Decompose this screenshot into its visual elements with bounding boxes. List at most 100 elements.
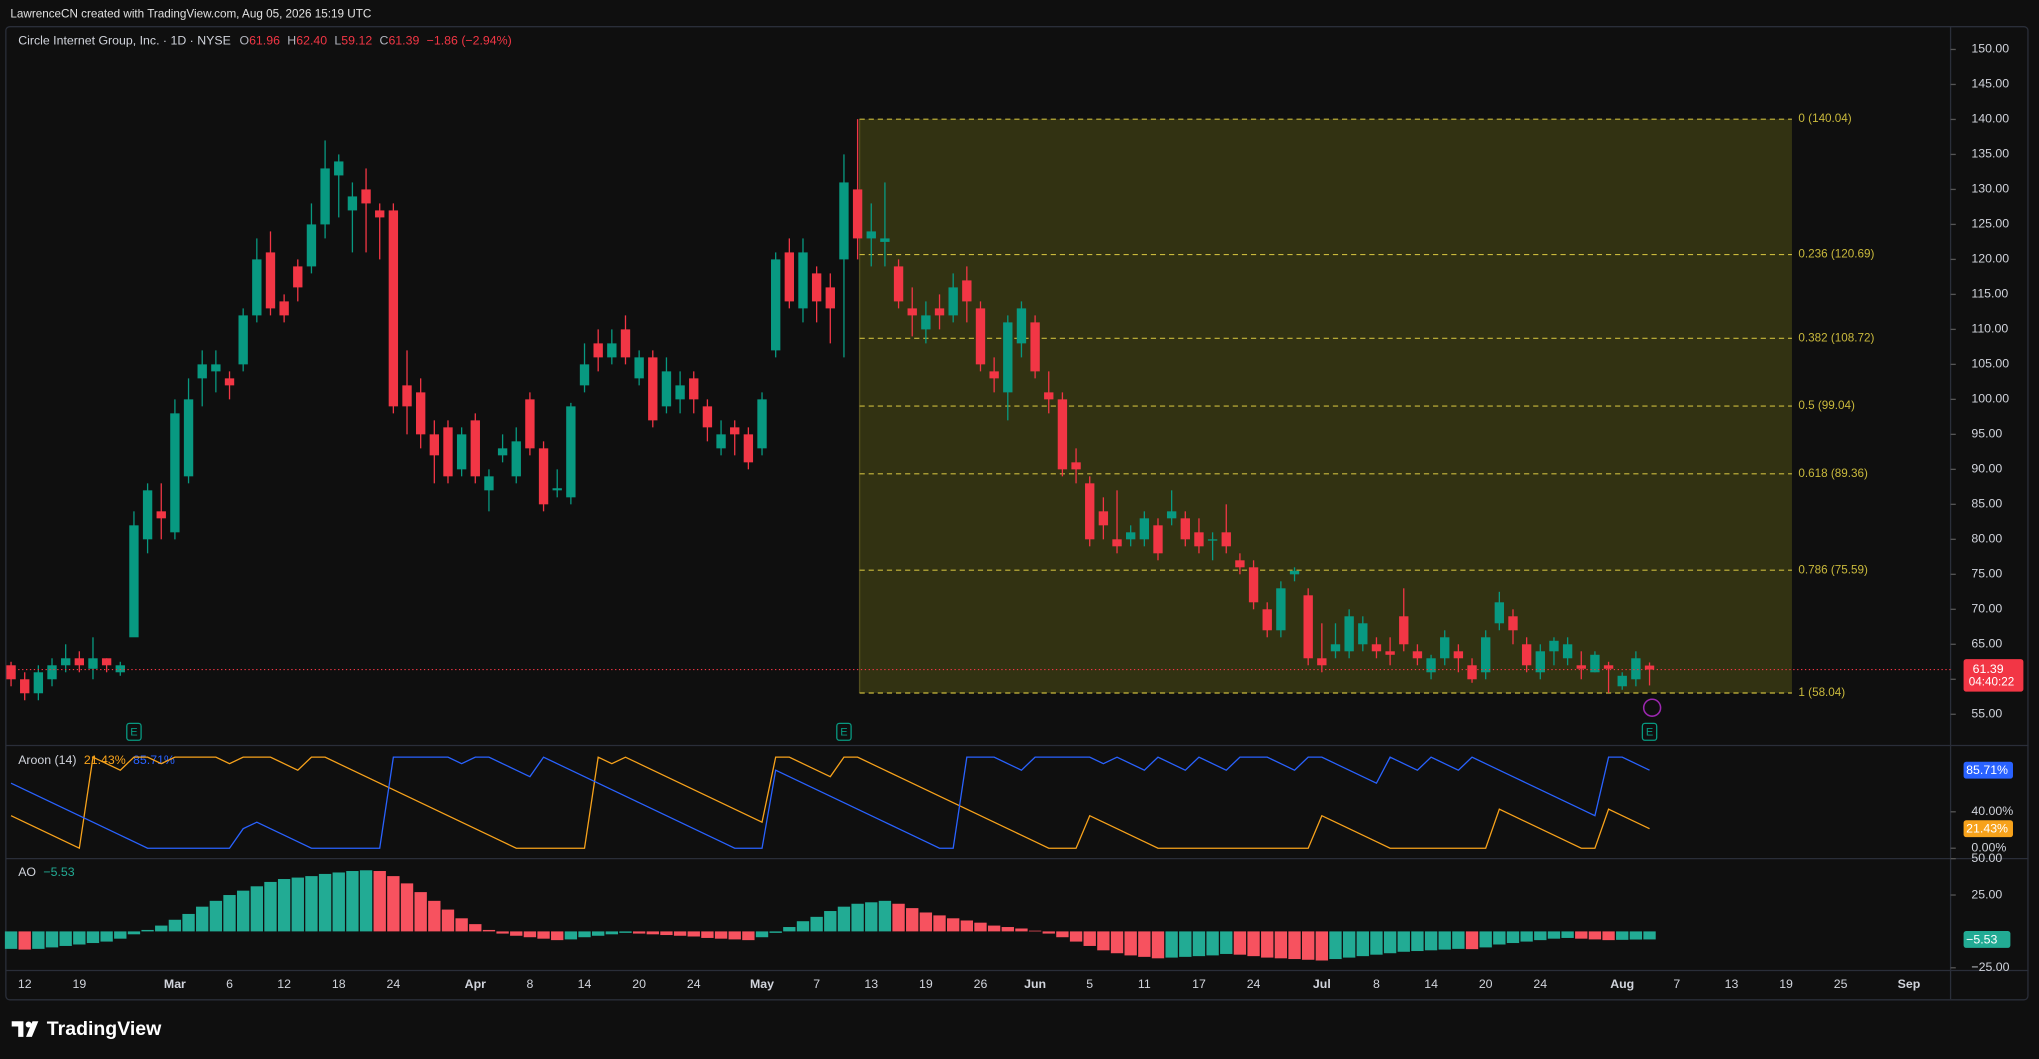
x-tick-label: 5 <box>1086 977 1093 991</box>
candle-body <box>1044 392 1054 400</box>
candle-body <box>347 196 358 211</box>
ao-bar <box>810 916 823 932</box>
candle-body <box>1317 658 1327 666</box>
y-tick-label: 75.00 <box>1971 567 2002 581</box>
ao-bar <box>18 931 31 950</box>
candle-body <box>1494 602 1505 624</box>
candle-body <box>880 238 890 242</box>
ao-bar <box>1069 931 1083 942</box>
y-tick-label: 90.00 <box>1971 462 2002 476</box>
logo-icon <box>25 1021 32 1028</box>
aroon-up-value: 21.43% <box>84 753 126 767</box>
ao-bar <box>714 931 728 939</box>
ao-bar <box>1383 931 1397 954</box>
ao-bar <box>1506 931 1520 944</box>
x-tick-label: Jul <box>1313 977 1331 991</box>
ao-bar <box>469 924 482 932</box>
candle-body <box>1248 567 1259 603</box>
x-tick-label: 24 <box>1533 977 1547 991</box>
fib-label: 1 (58.04) <box>1798 686 1845 699</box>
candle-body <box>1467 665 1477 680</box>
ao-bar <box>1315 931 1329 961</box>
ao-bar <box>660 931 673 936</box>
ao-bar <box>127 931 141 935</box>
legend-line: Circle Internet Group, Inc. · 1D · NYSE … <box>18 34 512 48</box>
ao-bar <box>1547 931 1561 939</box>
ao-bar <box>865 902 878 932</box>
candle-body <box>743 434 754 463</box>
candle-body <box>1126 532 1136 540</box>
ao-bar <box>441 909 455 932</box>
earnings-marker-bg <box>836 722 852 741</box>
ao-bar <box>100 931 113 942</box>
candle-body <box>538 448 549 505</box>
ao-tag-bg <box>1963 930 2011 948</box>
earnings-marker-bg <box>1641 722 1658 741</box>
ao-bar <box>673 931 687 936</box>
candle-body <box>375 210 385 218</box>
ao-bar <box>45 931 59 948</box>
candle-body <box>88 658 98 669</box>
candle-body <box>306 224 317 267</box>
x-tick-label: 18 <box>332 977 346 991</box>
ao-bar <box>346 871 359 932</box>
ao-bar <box>1042 931 1055 934</box>
ao-bar <box>4 931 18 949</box>
ao-bar <box>1479 931 1492 948</box>
ao-bar <box>168 919 182 932</box>
x-tick-label: 20 <box>1479 977 1493 991</box>
candle-body <box>1057 399 1068 470</box>
x-tick-label: 19 <box>72 977 86 991</box>
x-tick-label: 25 <box>1834 977 1848 991</box>
candle-body <box>784 252 795 302</box>
ao-bar <box>32 931 45 949</box>
candle-body <box>156 511 166 519</box>
ao-bar <box>987 925 1001 932</box>
ao-bar <box>1370 931 1383 955</box>
ao-bar <box>974 922 987 932</box>
candle-body <box>293 266 303 288</box>
ao-bar <box>1151 931 1165 959</box>
candle-body <box>1180 518 1190 540</box>
candle-body <box>279 301 289 316</box>
ao-bar <box>851 903 864 932</box>
ao-bar <box>1575 931 1588 939</box>
ao-bar <box>1192 931 1206 957</box>
candle-body <box>1508 616 1518 631</box>
ao-bar <box>619 931 632 933</box>
candle-body <box>1385 651 1395 655</box>
candle-body <box>866 231 876 239</box>
y-tick-label: 105.00 <box>1971 357 2009 371</box>
legend-key: O <box>239 34 249 48</box>
candle-body <box>1289 570 1300 575</box>
candle-body <box>1549 640 1559 652</box>
candle-body <box>74 658 85 666</box>
ao-bar <box>236 890 250 932</box>
aroon-legend: Aroon (14) 21.43% 85.71% <box>18 753 175 767</box>
candle-body <box>1644 665 1655 670</box>
ao-bar <box>1629 931 1643 940</box>
candle-body <box>511 441 521 477</box>
candle-body <box>975 308 986 365</box>
candle-body <box>1194 532 1204 547</box>
ao-bar <box>482 929 496 932</box>
ao-bar <box>1083 931 1096 946</box>
ao-bar <box>373 871 386 932</box>
x-tick-label: 24 <box>387 977 401 991</box>
ao-bar <box>1397 931 1410 952</box>
candle-body <box>1562 644 1573 659</box>
candle-body <box>1262 609 1272 631</box>
candle-body <box>484 476 494 491</box>
x-tick-label: 13 <box>1725 977 1739 991</box>
x-tick-label: 14 <box>1424 977 1438 991</box>
ao-bar <box>1520 931 1533 942</box>
fib-label: 0.786 (75.59) <box>1798 563 1868 576</box>
legend-key: C <box>380 34 389 48</box>
ao-bar <box>632 931 646 934</box>
ao-bar <box>1302 931 1315 960</box>
x-tick-label: Sep <box>1898 977 1921 991</box>
ao-bar <box>1138 931 1151 957</box>
ao-bar <box>1411 931 1424 952</box>
candle-body <box>1221 532 1231 547</box>
ao-bar <box>1329 931 1342 960</box>
